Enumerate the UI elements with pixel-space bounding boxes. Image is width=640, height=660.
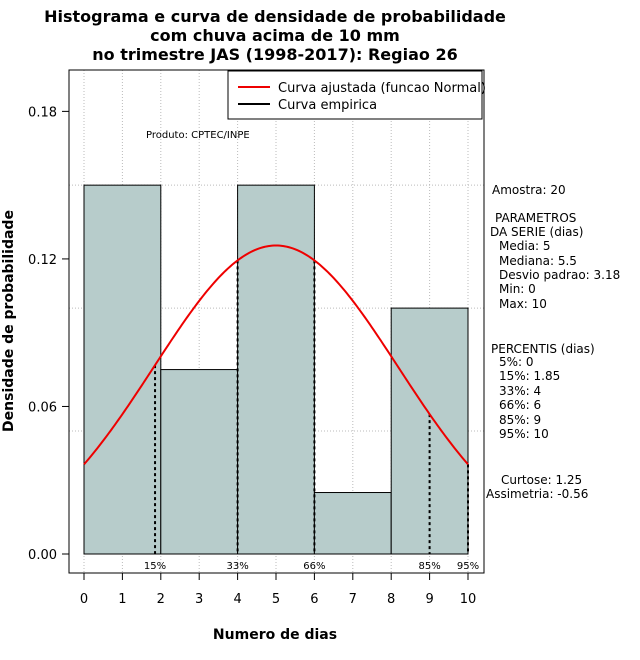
x-tick-label: 8 <box>387 592 395 607</box>
y-axis: 0.00 0.06 0.12 0.18 <box>28 105 70 563</box>
histogram-bar <box>313 492 392 555</box>
y-tick-label: 0.06 <box>28 400 57 415</box>
legend-fitted-label: Curva ajustada (funcao Normal) <box>278 81 486 96</box>
histogram-bars <box>83 184 469 555</box>
x-tick-label: 3 <box>195 592 203 607</box>
param-sd: Desvio padrao: 3.18 <box>499 268 620 282</box>
pct-5: 5%: 0 <box>499 355 534 369</box>
pct-85: 85%: 9 <box>499 413 541 427</box>
percentile-label: 85% <box>418 561 440 572</box>
param-min: Min: 0 <box>499 282 536 296</box>
pct-66: 66%: 6 <box>499 398 541 412</box>
params-title-1: PARAMETROS <box>495 211 576 225</box>
produced-by-label: Produto: CPTEC/INPE <box>146 130 250 141</box>
x-tick-label: 10 <box>460 592 477 607</box>
title-line-1: Histograma e curva de densidade de proba… <box>44 7 506 26</box>
title-line-2: com chuva acima de 10 mm <box>150 26 400 45</box>
pct-33: 33%: 4 <box>499 384 541 398</box>
percentile-markers: 15% 33% 66% 85% 95% <box>144 260 479 572</box>
x-tick-label: 7 <box>349 592 357 607</box>
x-axis-title: Numero de dias <box>213 627 337 643</box>
percentiles-title: PERCENTIS (dias) <box>491 342 595 356</box>
y-tick-label: 0.12 <box>28 253 57 268</box>
pct-95: 95%: 10 <box>499 427 549 441</box>
histogram-bar <box>237 184 315 555</box>
legend-empirical-label: Curva empirica <box>278 98 377 113</box>
x-tick-label: 4 <box>233 592 241 607</box>
pct-15: 15%: 1.85 <box>499 369 560 383</box>
histogram-bar <box>160 369 239 555</box>
percentile-label: 66% <box>303 561 325 572</box>
histogram-bar <box>83 184 162 555</box>
title-line-3: no trimestre JAS (1998-2017): Regiao 26 <box>92 45 457 64</box>
legend-box <box>227 70 483 120</box>
x-axis: 0 1 2 3 4 5 6 7 8 9 10 <box>80 572 477 607</box>
statistics-panel: Amostra: 20 PARAMETROS DA SERIE (dias) M… <box>486 183 620 501</box>
normal-fit-curve <box>83 244 469 466</box>
percentile-label: 33% <box>226 561 248 572</box>
kurtosis: Curtose: 1.25 <box>501 473 582 487</box>
skewness: Assimetria: -0.56 <box>486 487 588 501</box>
title: Histograma e curva de densidade de proba… <box>44 7 506 64</box>
x-tick-label: 6 <box>310 592 318 607</box>
x-tick-label: 5 <box>272 592 280 607</box>
params-title-2: DA SERIE (dias) <box>490 225 583 239</box>
sample-size: Amostra: 20 <box>492 183 566 197</box>
y-tick-label: 0.00 <box>28 548 57 563</box>
x-tick-label: 0 <box>80 592 88 607</box>
param-mean: Media: 5 <box>499 239 551 253</box>
param-median: Mediana: 5.5 <box>499 254 577 268</box>
percentile-label: 95% <box>457 561 479 572</box>
x-tick-label: 9 <box>425 592 433 607</box>
y-tick-label: 0.18 <box>28 105 57 120</box>
x-tick-label: 2 <box>157 592 165 607</box>
legend: Curva ajustada (funcao Normal) Curva emp… <box>227 70 486 120</box>
param-max: Max: 10 <box>499 297 547 311</box>
x-tick-label: 1 <box>118 592 126 607</box>
percentile-label: 15% <box>144 561 166 572</box>
y-axis-title: Densidade de probabilidade <box>1 210 17 432</box>
